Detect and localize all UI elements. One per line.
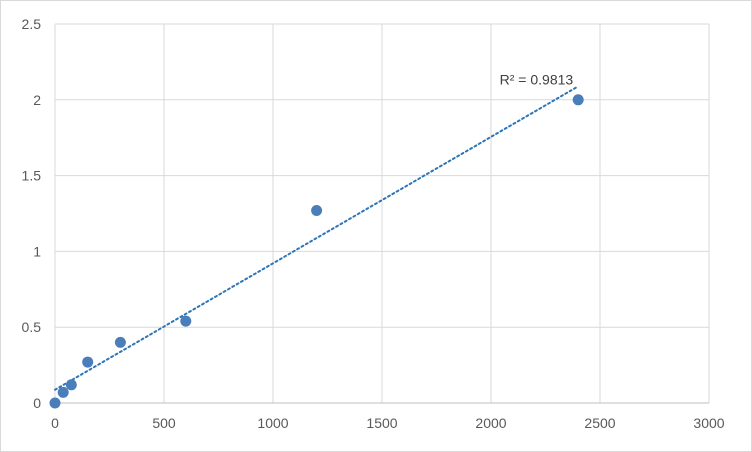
gridlines [55,23,710,403]
y-tick-label: 0.5 [22,319,42,335]
data-point-0 [49,397,61,409]
x-tick-label: 3000 [693,415,724,431]
data-point-5 [180,315,192,327]
y-tick-label: 2.5 [22,16,42,32]
y-tick-label: 2 [33,92,41,108]
x-axis-tick-labels: 0 500 1000 1500 2000 2500 3000 [51,415,725,431]
x-tick-label: 2500 [584,415,615,431]
trendline-group [54,85,580,391]
data-point-6 [311,204,323,216]
x-tick-label: 2000 [475,415,506,431]
x-tick-label: 1000 [257,415,288,431]
y-tick-label: 1 [33,243,41,259]
x-tick-label: 1500 [366,415,397,431]
axes [54,24,709,404]
trendline-r2-label: R² = 0.9813 [500,71,574,87]
y-axis-tick-labels: 0 0.5 1 1.5 2 2.5 [22,16,42,411]
y-tick-label: 1.5 [22,168,42,184]
data-point-2 [65,379,77,391]
data-point-4 [114,336,126,348]
trendline [54,85,580,391]
data-points [49,94,584,409]
x-tick-label: 500 [152,415,176,431]
x-tick-label: 0 [51,415,59,431]
data-point-7 [572,94,584,106]
y-tick-label: 0 [33,395,41,411]
data-point-3 [82,356,94,368]
data-point-1 [57,386,69,398]
